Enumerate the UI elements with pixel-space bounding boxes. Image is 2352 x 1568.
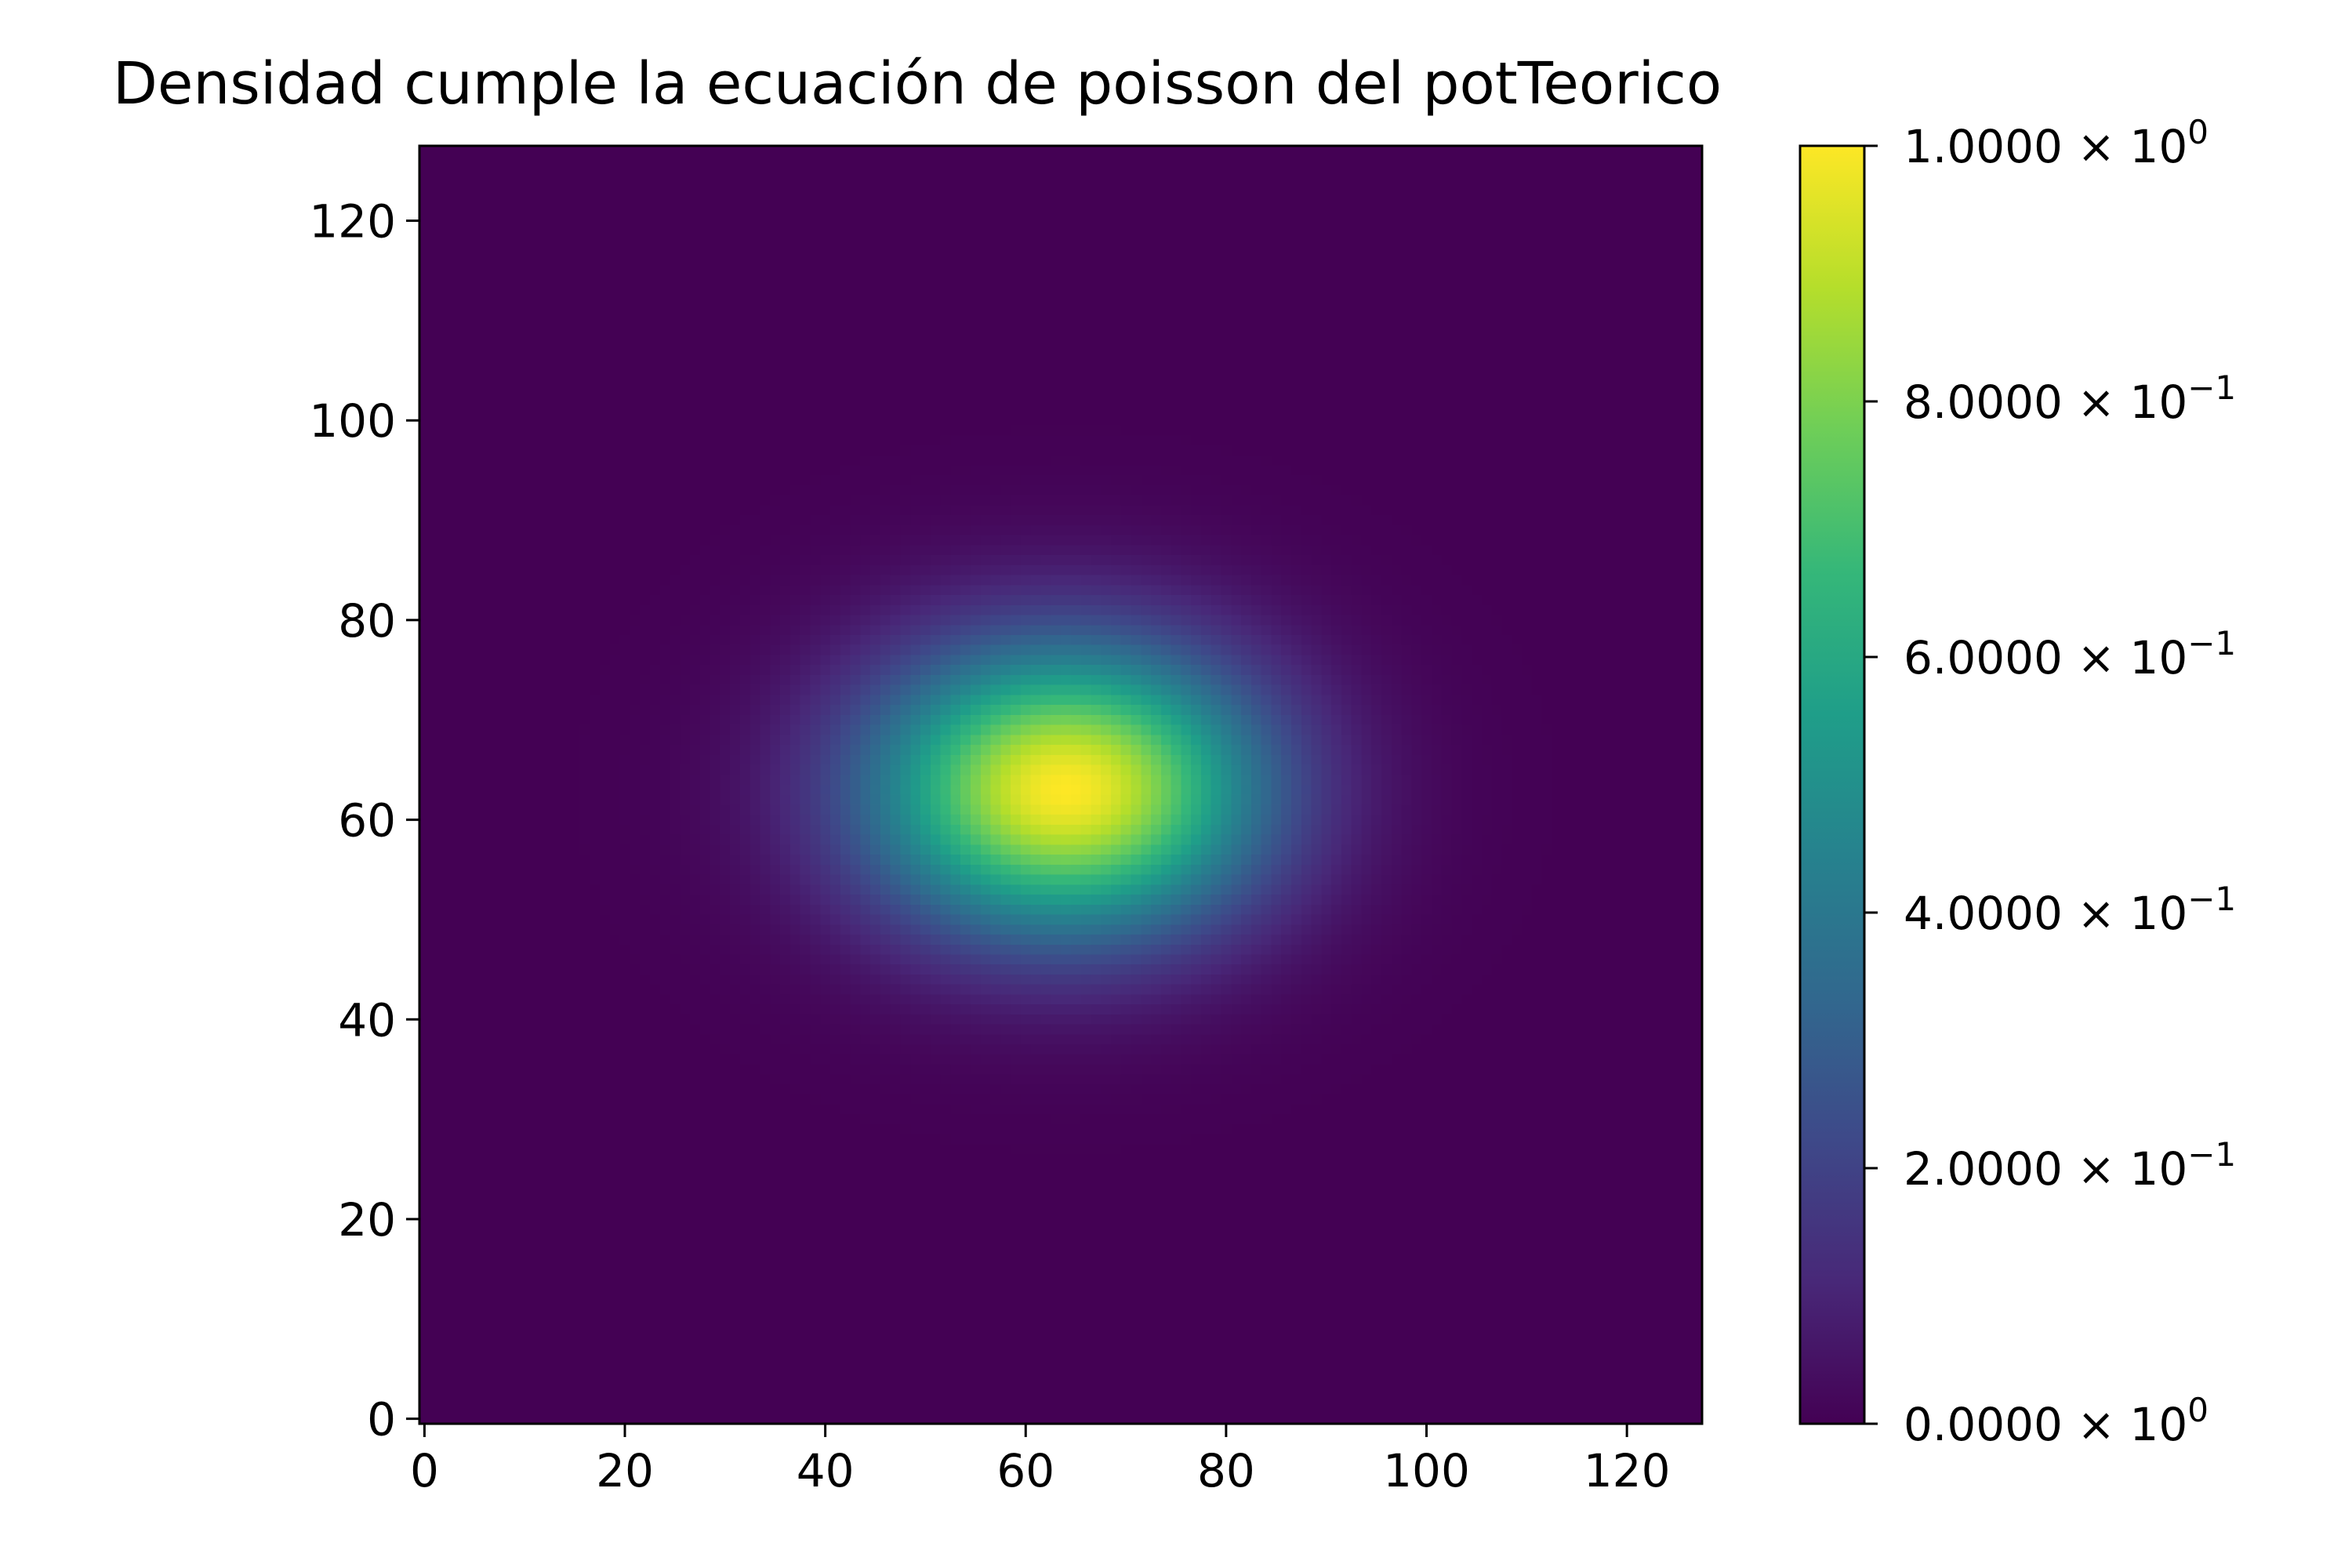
x-tick-label: 20 — [596, 1444, 654, 1497]
colorbar-tick-label: 8.0000 × 10−1 — [1904, 368, 2236, 429]
x-tick-label: 120 — [1584, 1444, 1671, 1497]
y-tick-label: 40 — [338, 993, 396, 1047]
y-tick-label: 20 — [338, 1193, 396, 1247]
colorbar-tick-label: 2.0000 × 10−1 — [1904, 1135, 2236, 1196]
colorbar: 0.0000 × 100 2.0000 × 10−1 4.0000 × 10−1 6.… — [1798, 113, 2236, 1451]
y-tick-label: 80 — [338, 594, 396, 648]
heatmap — [419, 146, 1702, 1424]
heatmap-image — [419, 146, 1702, 1424]
chart-title: Densidad cumple la ecuación de poisson d… — [113, 50, 1722, 118]
y-axis: 0 20 40 60 80 100 120 — [309, 195, 419, 1446]
x-tick-label: 40 — [797, 1444, 855, 1497]
plot-frame — [418, 144, 1704, 1425]
x-tick-label: 60 — [996, 1444, 1054, 1497]
y-tick-label: 100 — [309, 394, 396, 448]
colorbar-frame — [1798, 144, 1866, 1425]
colorbar-gradient — [1800, 146, 1864, 1424]
colorbar-tick-label: 4.0000 × 10−1 — [1904, 880, 2236, 940]
colorbar-tick-label: 0.0000 × 100 — [1904, 1391, 2209, 1451]
x-tick-label: 0 — [410, 1444, 439, 1497]
x-tick-label: 100 — [1383, 1444, 1470, 1497]
x-tick-label: 80 — [1197, 1444, 1255, 1497]
y-tick-label: 60 — [338, 794, 396, 848]
y-tick-label: 120 — [309, 195, 396, 249]
colorbar-tick-label: 6.0000 × 10−1 — [1904, 624, 2236, 684]
colorbar-tick-label: 1.0000 × 100 — [1904, 113, 2209, 173]
colorbar-ticks: 0.0000 × 100 2.0000 × 10−1 4.0000 × 10−1 6.… — [1864, 113, 2236, 1451]
y-tick-label: 0 — [367, 1393, 396, 1446]
x-axis: 0 20 40 60 80 100 120 — [410, 1424, 1671, 1497]
